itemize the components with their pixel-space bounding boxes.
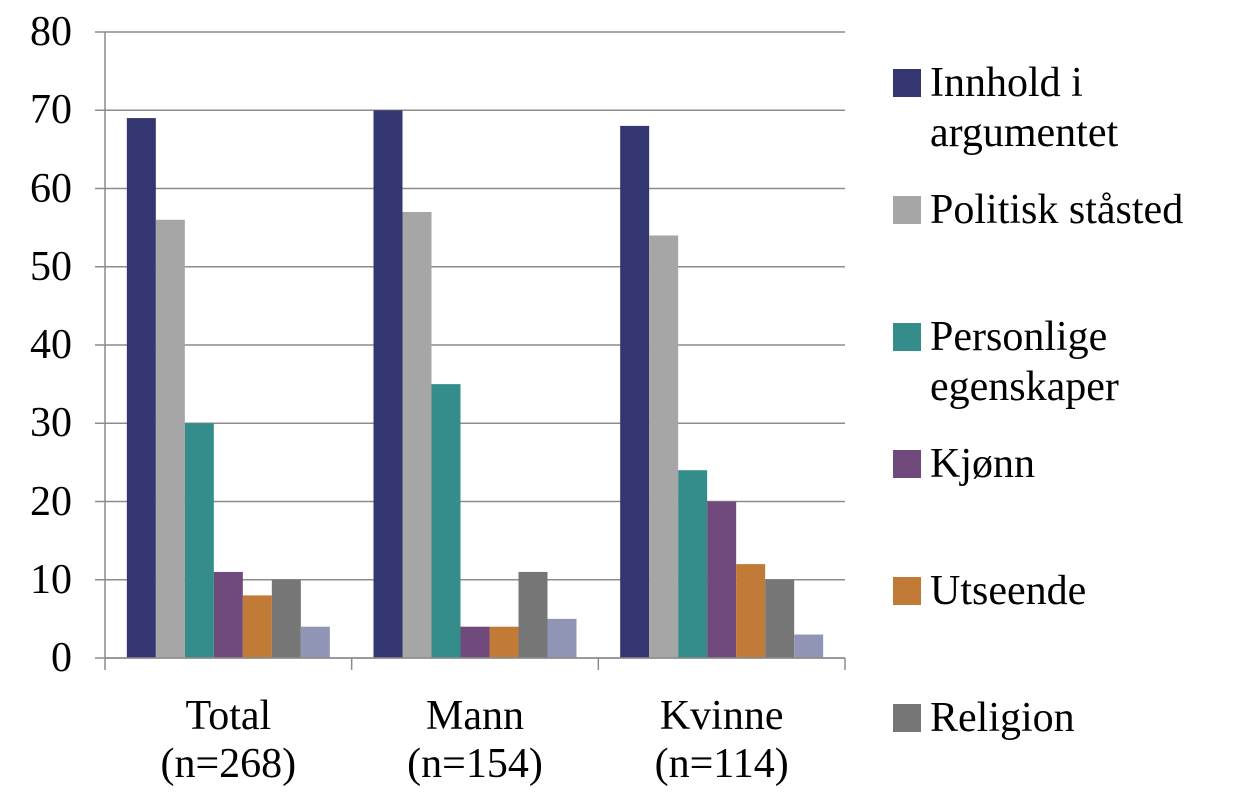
- legend-label: Religion: [930, 695, 1075, 741]
- legend-swatch: [893, 323, 921, 351]
- y-tick-label: 10: [30, 556, 72, 603]
- bar: [402, 211, 432, 658]
- legend-label: Innhold i argumentet: [930, 60, 1119, 156]
- bar: [518, 571, 548, 658]
- bar: [736, 564, 766, 658]
- bar: [155, 219, 185, 659]
- y-tick-label: 50: [30, 243, 72, 290]
- x-tick-label: Total (n=268): [160, 693, 297, 787]
- bar: [184, 423, 214, 658]
- bar: [213, 571, 243, 658]
- bar: [620, 125, 650, 658]
- y-tick-label: 0: [51, 635, 72, 681]
- legend-swatch: [893, 450, 921, 478]
- y-tick-label: 40: [30, 322, 72, 368]
- bar: [431, 384, 461, 658]
- x-tick-label: Kvinne (n=114): [654, 693, 789, 787]
- bar: [678, 470, 708, 658]
- bar: [126, 118, 156, 658]
- bar: [489, 626, 519, 658]
- bar: [373, 110, 403, 658]
- bar: [460, 626, 490, 658]
- legend-swatch: [893, 69, 921, 97]
- bar: [242, 595, 272, 658]
- legend-label: Kjønn: [930, 441, 1035, 487]
- y-tick-label: 60: [30, 165, 72, 212]
- x-tick-label: Mann (n=154): [407, 693, 543, 787]
- legend-swatch: [893, 196, 921, 224]
- bar: [547, 618, 577, 658]
- y-tick-label: 80: [30, 9, 72, 55]
- bar: [649, 235, 679, 658]
- legend-swatch: [893, 704, 921, 732]
- y-tick-label: 20: [30, 478, 72, 525]
- bar: [765, 579, 795, 658]
- legend-swatch: [893, 577, 921, 605]
- bar: [300, 626, 330, 658]
- y-tick-label: 70: [30, 87, 72, 134]
- bar: [271, 579, 301, 658]
- bar: [707, 501, 737, 658]
- y-tick-label: 30: [30, 400, 72, 447]
- legend-label: Politisk ståsted: [930, 187, 1184, 233]
- bar: [794, 634, 824, 658]
- legend-label: Utseende: [930, 568, 1087, 614]
- legend-label: Personlige egenskaper: [930, 314, 1119, 410]
